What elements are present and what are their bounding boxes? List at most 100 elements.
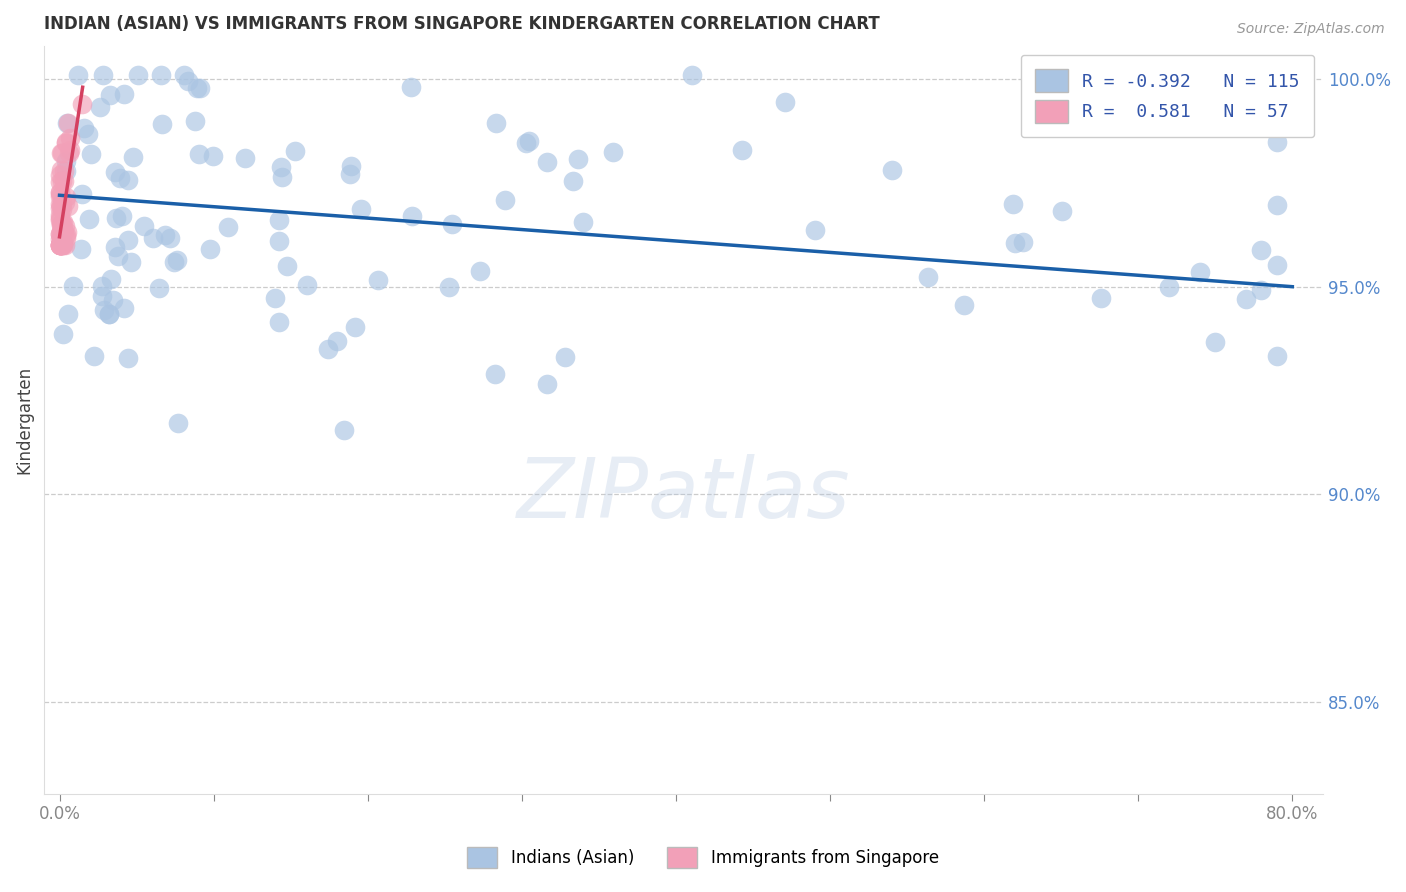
Point [49,238,72,252]
Point [48,238,70,252]
Point [318,342,340,356]
Point [880,163,903,178]
Point [1011,235,1033,249]
Point [53,174,76,188]
Point [89,100,111,114]
Point [62,279,84,293]
Point [49,232,72,246]
Point [51,238,73,252]
Point [1265,259,1288,273]
Point [51,238,73,252]
Point [52,237,75,252]
Point [339,159,361,173]
Point [1250,243,1272,257]
Point [332,424,354,438]
Point [269,315,291,329]
Point [120,255,142,269]
Point [52,215,75,229]
Point [1090,291,1112,305]
Point [117,351,139,366]
Point [108,170,131,185]
Point [51,174,73,188]
Point [55,231,77,245]
Point [49,227,72,241]
Point [101,293,124,308]
Point [188,147,211,161]
Point [59,143,82,157]
Legend: Indians (Asian), Immigrants from Singapore: Indians (Asian), Immigrants from Singapo… [461,840,945,875]
Point [468,264,491,278]
Point [267,234,290,248]
Point [58,131,80,145]
Point [49,224,72,238]
Point [122,150,145,164]
Point [343,320,366,334]
Point [1265,136,1288,150]
Point [52,326,75,341]
Point [1204,334,1226,349]
Point [49,219,72,233]
Point [202,149,225,163]
Point [269,213,291,227]
Point [188,80,211,95]
Point [112,301,135,315]
Point [141,231,163,245]
Point [48,238,70,252]
Point [79,211,101,226]
Point [80,146,103,161]
Point [53,219,76,234]
Point [98,88,121,103]
Point [284,144,307,158]
Point [49,238,72,252]
Point [70,96,93,111]
Point [48,208,70,222]
Point [917,269,939,284]
Point [55,136,77,150]
Point [70,186,93,201]
Point [276,259,298,273]
Point [56,116,79,130]
Point [401,209,423,223]
Point [484,367,506,381]
Point [90,288,112,302]
Point [55,135,77,149]
Point [536,376,558,391]
Point [104,240,127,254]
Point [326,334,349,348]
Point [775,95,797,110]
Point [217,220,239,235]
Point [184,113,207,128]
Point [553,350,575,364]
Point [350,202,373,216]
Point [731,143,754,157]
Point [77,127,100,141]
Point [270,169,292,184]
Point [264,291,287,305]
Point [571,215,593,229]
Point [51,194,73,209]
Point [97,306,120,320]
Point [150,68,173,82]
Point [437,280,460,294]
Point [159,231,181,245]
Point [186,80,208,95]
Point [441,217,464,231]
Point [73,120,96,135]
Text: ZIPatlas: ZIPatlas [517,454,851,535]
Text: Source: ZipAtlas.com: Source: ZipAtlas.com [1237,22,1385,37]
Point [270,160,292,174]
Point [49,227,72,241]
Point [51,146,73,161]
Point [49,189,72,203]
Point [112,87,135,102]
Point [295,277,318,292]
Point [1188,265,1211,279]
Point [117,173,139,187]
Point [804,222,827,236]
Point [104,165,127,179]
Point [117,233,139,247]
Point [49,163,72,178]
Point [485,116,508,130]
Point [51,238,73,252]
Point [55,226,77,240]
